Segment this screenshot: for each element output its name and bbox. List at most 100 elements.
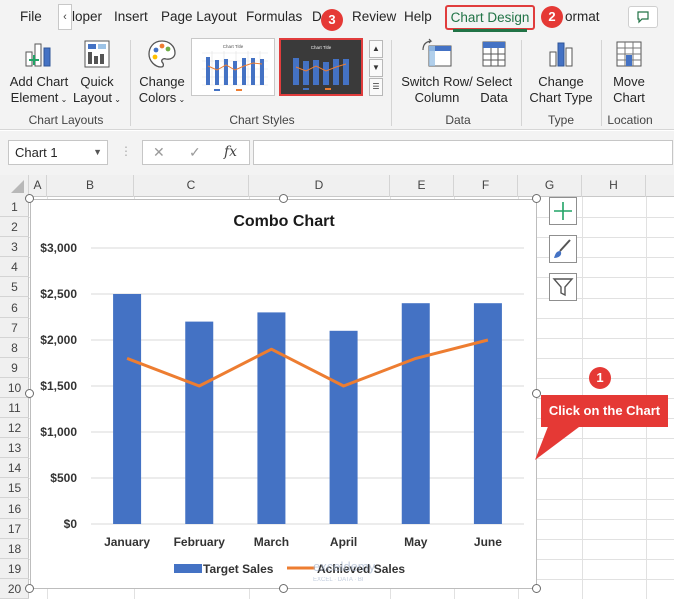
chevron-down-icon[interactable]: ▼ (93, 147, 102, 157)
instruction-callout: Click on the Chart (541, 395, 668, 427)
column-header-a[interactable]: A (29, 175, 47, 197)
resize-handle[interactable] (532, 389, 541, 398)
chart-elements-button[interactable] (549, 197, 577, 225)
line-achieved-sales (126, 338, 489, 388)
cancel-icon[interactable]: ✕ (153, 144, 165, 160)
tab-scroll-left-button[interactable]: ‹ (58, 4, 72, 30)
group-label-data: Data (445, 113, 471, 127)
chart-filters-button[interactable] (549, 273, 577, 301)
tab-file[interactable]: File (20, 9, 42, 24)
column-header-h[interactable]: H (582, 175, 646, 197)
tab-page-layout[interactable]: Page Layout (161, 9, 237, 24)
resize-handle[interactable] (25, 194, 34, 203)
step-1-badge: 1 (589, 367, 611, 389)
chart-styles-button[interactable] (549, 235, 577, 263)
switch-row-column-button[interactable]: Switch Row/ Column (399, 38, 475, 106)
change-colors-button[interactable]: Change Colors ⌄ (136, 38, 188, 108)
change-colors-label-2: Colors (138, 90, 177, 105)
column-header-f[interactable]: F (454, 175, 518, 197)
tab-developer[interactable]: loper (72, 9, 103, 24)
resize-handle[interactable] (25, 389, 34, 398)
chevron-down-icon: ⌄ (176, 95, 186, 104)
group-label-chart-styles: Chart Styles (229, 113, 295, 127)
group-label-type: Type (547, 113, 574, 127)
x-tick-label: June (474, 535, 502, 549)
row-header-11[interactable]: 11 (0, 398, 29, 419)
row-header-13[interactable]: 13 (0, 438, 29, 459)
row-header-4[interactable]: 4 (0, 257, 29, 278)
select-data-label-1: Select (475, 74, 513, 89)
ribbon-separator (130, 40, 131, 126)
tab-format[interactable]: ormat (565, 9, 600, 24)
formula-input[interactable] (253, 140, 673, 165)
y-tick-label: $1,500 (40, 379, 77, 393)
row-header-10[interactable]: 10 (0, 378, 29, 398)
row-header-2[interactable]: 2 (0, 217, 29, 238)
row-header-16[interactable]: 16 (0, 499, 29, 519)
quick-layout-button[interactable]: Quick Layout ⌄ (72, 38, 122, 108)
step-2-badge: 2 (541, 6, 563, 28)
svg-text:Chart Title: Chart Title (223, 44, 244, 49)
row-header-20[interactable]: 20 (0, 579, 29, 599)
enter-icon[interactable]: ✓ (189, 144, 201, 160)
row-header-6[interactable]: 6 (0, 298, 29, 318)
ribbon-separator (601, 40, 602, 126)
row-header-14[interactable]: 14 (0, 458, 29, 479)
name-box[interactable]: Chart 1 ▼ (8, 140, 108, 165)
row-header-3[interactable]: 3 (0, 237, 29, 258)
row-header-7[interactable]: 7 (0, 318, 29, 338)
tab-help[interactable]: Help (404, 9, 432, 24)
select-data-label-2: Data (480, 90, 508, 105)
ribbon-separator (391, 40, 392, 126)
row-headers: 1 2 3 4 5 6 7 8 9 10 11 12 13 14 15 16 17 18 19 20 (0, 197, 29, 599)
row-header-8[interactable]: 8 (0, 338, 29, 358)
column-header-g[interactable]: G (518, 175, 582, 197)
tab-insert[interactable]: Insert (114, 9, 148, 24)
gallery-more-button[interactable]: ☰ (369, 78, 383, 96)
select-data-button[interactable]: Select Data (474, 38, 514, 106)
column-header-c[interactable]: C (134, 175, 249, 197)
formula-bar-buttons: ✕ ✓ fx (142, 140, 250, 165)
move-chart-button[interactable]: Move Chart (606, 38, 652, 106)
select-all-corner[interactable] (0, 175, 29, 197)
name-box-value: Chart 1 (15, 145, 58, 160)
tab-chart-design[interactable]: Chart Design (445, 5, 535, 30)
switch-row-column-label-1: Switch Row/ (401, 74, 473, 89)
palette-icon (148, 40, 176, 68)
row-header-19[interactable]: 19 (0, 559, 29, 579)
combo-chart[interactable]: Combo Chart $0 $500 $1,000 $1,500 $2,000 $2,50… (30, 199, 537, 589)
row-header-17[interactable]: 17 (0, 519, 29, 539)
resize-handle[interactable] (278, 584, 288, 593)
resize-handle[interactable] (532, 194, 541, 203)
column-header-d[interactable]: D (249, 175, 390, 197)
column-header-b[interactable]: B (47, 175, 134, 197)
change-chart-type-button[interactable]: Change Chart Type (527, 38, 595, 106)
row-header-12[interactable]: 12 (0, 418, 29, 439)
chart-styles-gallery[interactable]: Chart Title Chart Title (189, 38, 367, 98)
tab-formulas[interactable]: Formulas (246, 9, 303, 24)
add-chart-element-button[interactable]: Add Chart Element ⌄ (6, 38, 72, 108)
drag-handle-icon[interactable]: ⋮ (120, 144, 132, 158)
chart-style-1[interactable]: Chart Title (191, 38, 275, 96)
row-header-9[interactable]: 9 (0, 358, 29, 378)
resize-handle[interactable] (278, 194, 288, 203)
resize-handle[interactable] (532, 584, 541, 593)
insert-function-icon[interactable]: fx (224, 144, 238, 160)
row-header-5[interactable]: 5 (0, 277, 29, 298)
tab-data[interactable]: D (312, 9, 322, 24)
row-header-15[interactable]: 15 (0, 478, 29, 499)
column-header-e[interactable]: E (390, 175, 454, 197)
chart-style-2-selected[interactable]: Chart Title (279, 38, 363, 96)
paintbrush-icon (554, 239, 571, 258)
bar-target-sales (185, 321, 214, 524)
row-header-1[interactable]: 1 (0, 197, 29, 218)
move-chart-label-2: Chart (613, 90, 645, 105)
gallery-scroll-up-button[interactable]: ▲ (369, 40, 383, 58)
row-header-18[interactable]: 18 (0, 539, 29, 559)
resize-handle[interactable] (25, 584, 34, 593)
gallery-scroll-down-button[interactable]: ▼ (369, 59, 383, 77)
tab-review[interactable]: Review (352, 9, 397, 24)
watermark-tagline: EXCEL · DATA · BI (313, 577, 364, 583)
comments-button[interactable] (628, 6, 658, 28)
y-tick-label: $500 (50, 471, 77, 485)
